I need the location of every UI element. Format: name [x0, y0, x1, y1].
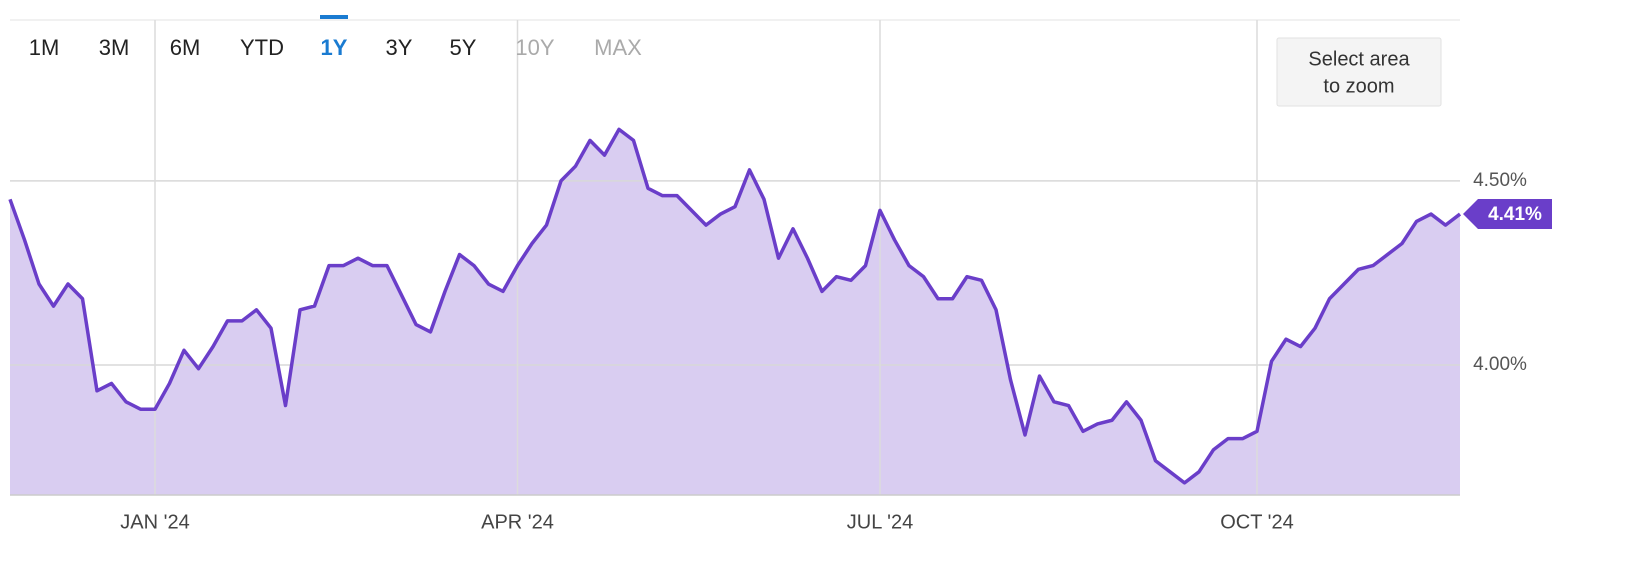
range-button: MAX	[594, 35, 642, 60]
x-tick-label: JUL '24	[847, 511, 913, 533]
range-button[interactable]: YTD	[240, 35, 284, 60]
x-tick-label: APR '24	[481, 511, 554, 533]
last-value-label: 4.41%	[1488, 204, 1542, 225]
range-button[interactable]: 1Y	[321, 35, 348, 60]
area-fill	[10, 129, 1460, 495]
y-tick-label: 4.00%	[1473, 354, 1527, 375]
y-tick-label: 4.50%	[1473, 170, 1527, 191]
zoom-button[interactable]	[1276, 37, 1442, 107]
last-value-badge	[1463, 199, 1552, 230]
range-button[interactable]: 3Y	[386, 35, 413, 60]
x-tick-label: JAN '24	[120, 511, 189, 533]
range-button[interactable]: 5Y	[450, 35, 477, 60]
range-button[interactable]: 6M	[170, 35, 201, 60]
range-button[interactable]: 3M	[99, 35, 130, 60]
range-button[interactable]: 1M	[29, 35, 60, 60]
price-line	[8, 127, 1462, 485]
zoom-button-label[interactable]: Select area	[1308, 48, 1410, 70]
range-button: 10Y	[515, 35, 554, 60]
zoom-button-label[interactable]: to zoom	[1323, 75, 1394, 97]
x-tick-label: OCT '24	[1220, 511, 1293, 533]
selected-indicator	[320, 15, 348, 19]
